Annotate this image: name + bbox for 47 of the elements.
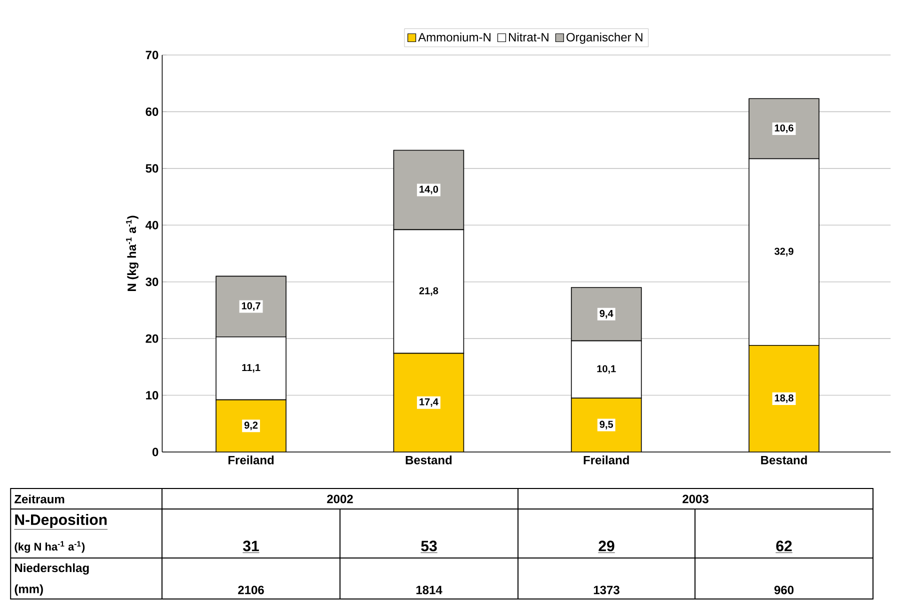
text: 31 (243, 540, 259, 552)
y-tick-label: 30 (146, 278, 158, 286)
text: (mm) (14, 584, 43, 596)
data-label: 9,5 (600, 420, 614, 430)
text: 1814 (416, 586, 442, 594)
data-label: 18,8 (774, 394, 794, 403)
text: 1373 (594, 586, 620, 594)
y-tick-label: 20 (146, 334, 158, 343)
text: 53 (421, 540, 437, 552)
text: N-Deposition (15, 514, 107, 528)
data-label: 21,8 (419, 287, 438, 296)
x-tick-label: Freiland (228, 456, 274, 464)
y-axis-title: N (kg ha$^{-1}$ a$^{-1}$) (126, 216, 138, 291)
y-tick-label: 70 (146, 50, 158, 60)
text: 29 (598, 540, 614, 552)
legend-label: Organischer N (566, 32, 642, 44)
x-tick-label: Freiland (584, 456, 629, 464)
data-label: 32,9 (774, 248, 794, 256)
bar (748, 344, 820, 452)
bar (571, 398, 642, 452)
text: Zeitraum (14, 494, 64, 504)
legend-label: Nitrat-N (509, 32, 548, 42)
data-label: 10,1 (597, 365, 616, 374)
data-label: 11,1 (242, 364, 260, 373)
legend-label: Ammonium-N (418, 32, 490, 42)
text: 2002 (327, 494, 353, 504)
data-label: 10,6 (774, 124, 794, 133)
data-label: 10,7 (242, 302, 260, 311)
bar (394, 353, 464, 452)
bar (216, 400, 286, 452)
x-tick-label: Bestand (406, 456, 452, 464)
y-tick-label: 10 (146, 391, 158, 400)
text: (kg N ha$^{-1}$ a$^{-1}$) (14, 541, 85, 553)
text: Niederschlag (15, 563, 89, 575)
text: 62 (776, 540, 792, 552)
data-label: 14,0 (420, 186, 438, 194)
text: 2106 (238, 586, 264, 594)
y-tick-label: 50 (146, 164, 158, 173)
y-tick-label: 40 (146, 220, 158, 230)
text: 2003 (682, 494, 708, 504)
y-tick-label: 0 (152, 448, 158, 456)
data-label: 9,4 (600, 310, 614, 318)
y-tick-label: 60 (146, 107, 158, 116)
data-label: 9,2 (244, 422, 258, 430)
data-label: 17,4 (420, 398, 438, 407)
text: 960 (774, 586, 794, 594)
x-tick-label: Bestand (761, 456, 807, 464)
